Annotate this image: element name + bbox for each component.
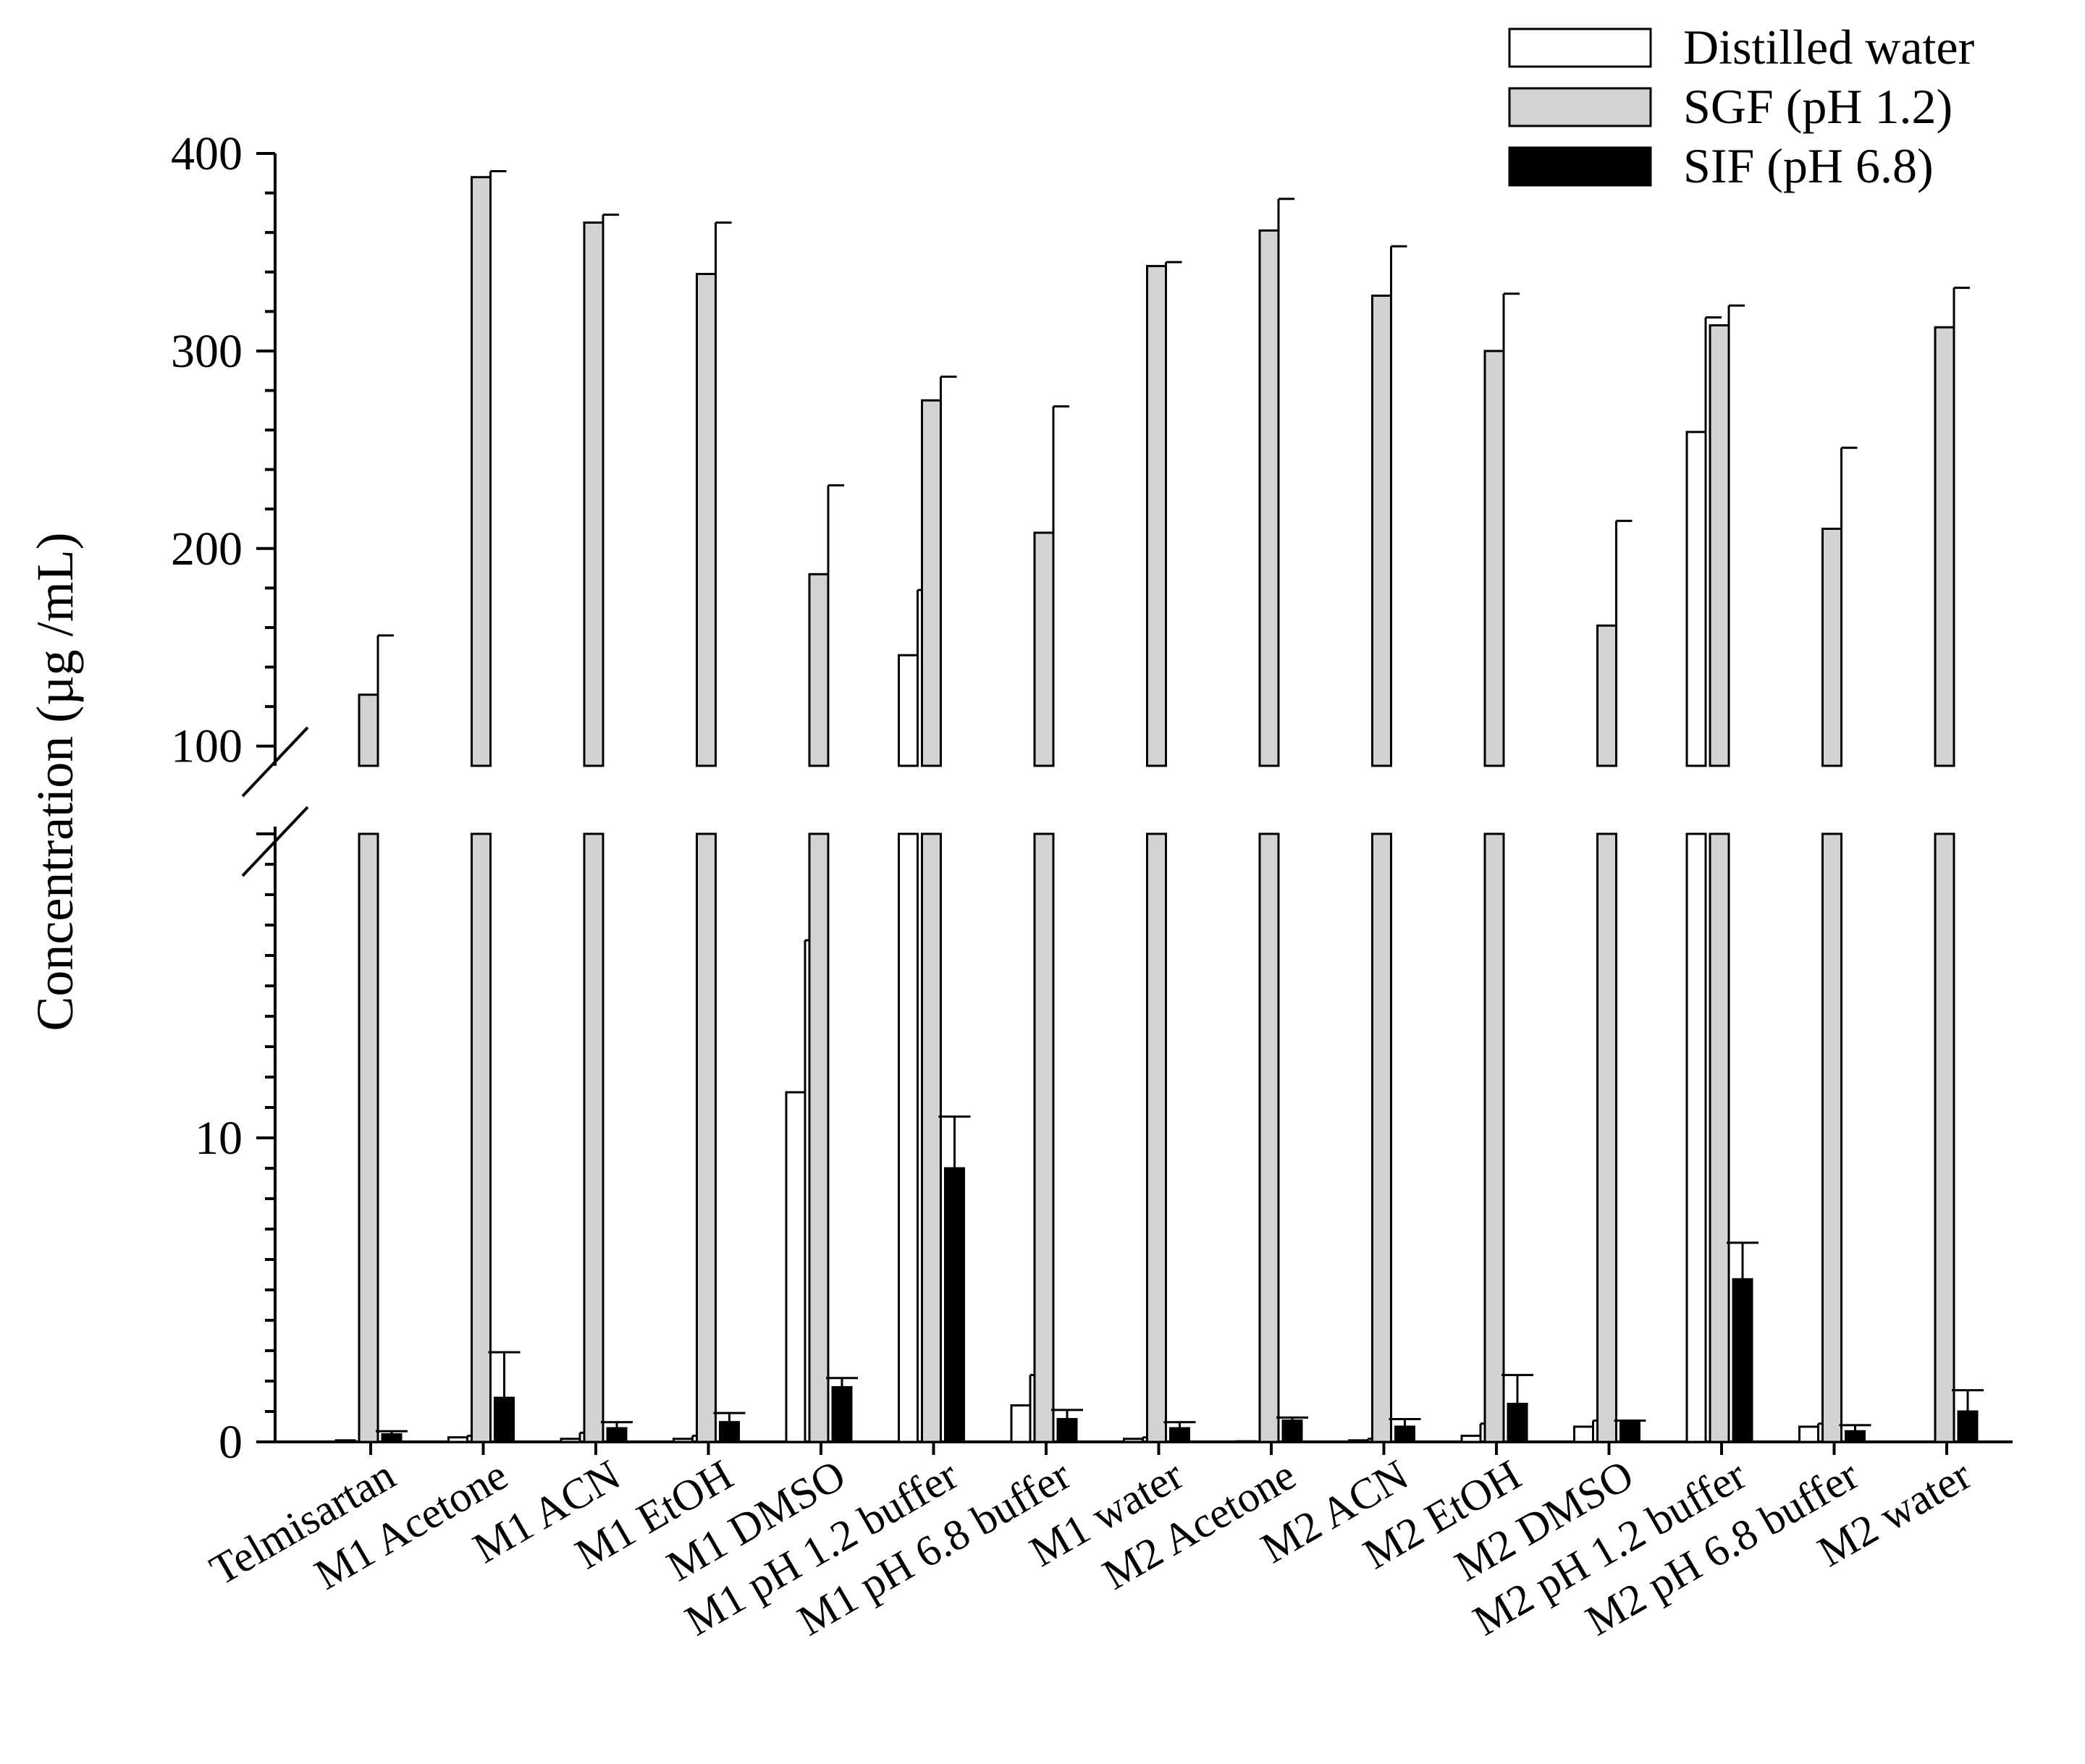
bar [1460,1435,1482,1443]
bar [1146,832,1167,1443]
bar [606,1427,628,1443]
bar [1709,832,1730,1443]
axis-break-mark [241,806,309,877]
bar [696,272,717,767]
bar [358,693,379,767]
bar [1957,1410,1979,1443]
bar [560,1438,581,1443]
bar [583,221,605,767]
y-tick-label: 200 [171,523,243,575]
bar [1685,832,1707,1443]
legend-label: Distilled water [1683,20,1975,75]
legend-label: SGF (pH 1.2) [1683,79,1953,134]
bar [1619,1421,1640,1443]
bar [1033,832,1055,1443]
legend-label: SIF (pH 6.8) [1683,138,1934,193]
bar [696,832,717,1443]
bar [471,176,492,767]
bar [1394,1425,1415,1443]
bar [898,654,919,767]
y-tick-label: 100 [171,720,243,773]
bar [1123,1438,1144,1443]
axes: 0 10 100 200 300 400 [171,127,2013,1469]
bar [1348,1439,1369,1443]
bar [471,832,492,1443]
bar [1281,1419,1303,1443]
legend-swatch [1508,146,1652,187]
bar [1845,1430,1866,1443]
bar [898,832,919,1443]
bar [334,1439,356,1443]
bar [447,1436,468,1443]
bar [1573,1425,1594,1443]
bar [1056,1418,1078,1443]
bar [1821,528,1842,767]
bar [1821,832,1842,1443]
bar [358,832,379,1443]
bar [1685,431,1707,767]
bar [1596,624,1617,767]
bar [1709,324,1730,767]
y-tick-label: 400 [171,127,243,180]
bar [1371,832,1392,1443]
bar [1010,1404,1032,1443]
y-axis-title: Concentration (µg /mL) [26,532,84,1031]
bar [831,1385,853,1443]
bar [1732,1278,1753,1443]
legend-swatch [1508,28,1652,68]
bar [719,1421,740,1443]
y-tick-label: 10 [195,1112,243,1165]
axis-break-mark [241,726,309,798]
bar [1258,832,1280,1443]
bar [583,832,605,1443]
bar [1934,326,1955,767]
bar [1235,1440,1257,1443]
bars [334,170,1984,1443]
bar [1798,1425,1819,1443]
y-tick-label: 0 [219,1416,243,1469]
bar [1371,294,1392,767]
bar [1596,832,1617,1443]
bar [808,832,830,1443]
bar [494,1396,515,1443]
bar [808,573,830,767]
bar [1507,1403,1528,1443]
bar [1483,832,1505,1443]
y-tick-label: 300 [171,325,243,378]
bar [1146,265,1167,767]
bar [1033,531,1055,767]
bar [673,1438,694,1443]
bar [1258,229,1280,767]
bar [921,832,942,1443]
bar [381,1433,403,1443]
legend-swatch [1508,87,1652,127]
bar [1483,350,1505,767]
bar [1934,832,1955,1443]
bar [785,1091,806,1443]
bar [944,1167,965,1443]
bar [1169,1427,1190,1443]
bar [921,399,942,767]
